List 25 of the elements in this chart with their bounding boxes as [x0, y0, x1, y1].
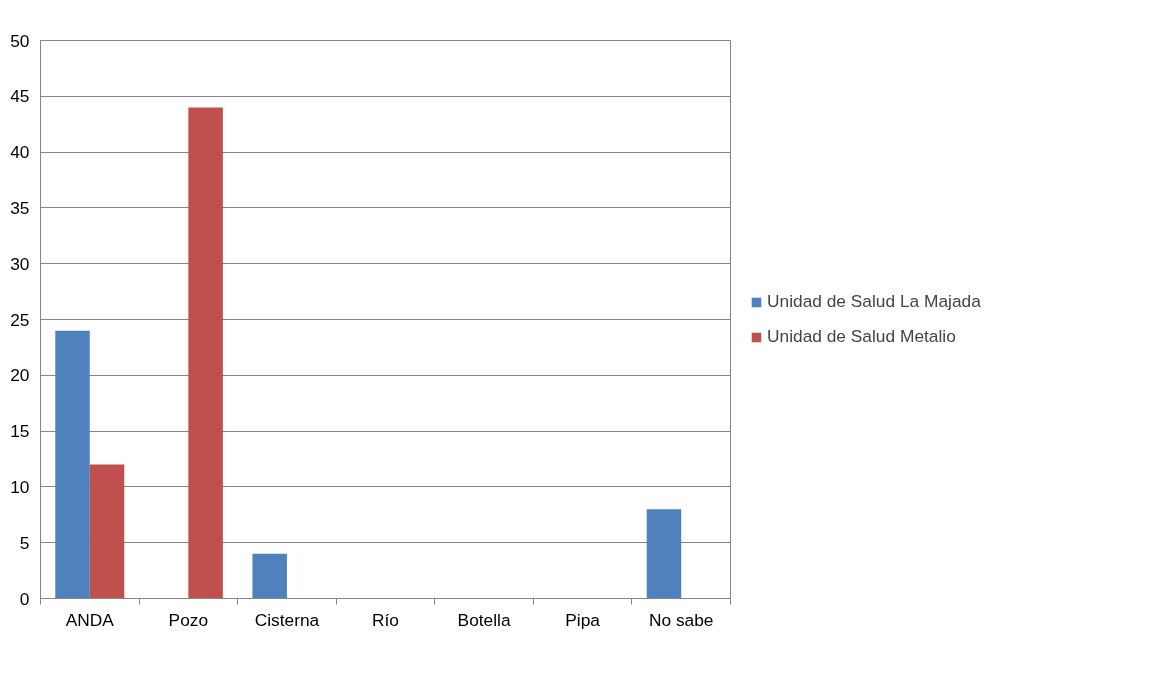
bar	[188, 107, 223, 599]
y-tick-label: 50	[10, 30, 30, 51]
x-tick-label: Pozo	[168, 609, 209, 630]
x-tick-label: Río	[372, 609, 399, 630]
y-tick-label: 0	[19, 588, 30, 609]
y-tick-label: 35	[10, 197, 30, 218]
x-tick-label: No sabe	[648, 609, 714, 630]
y-tick-label: 15	[10, 421, 30, 442]
bar	[252, 553, 287, 599]
x-tick-label: ANDA	[65, 609, 115, 630]
bar	[55, 330, 90, 599]
y-tick-label: 5	[19, 532, 30, 553]
bar	[89, 464, 125, 599]
legend-label: Unidad de Salud Metalio	[767, 326, 956, 347]
y-tick-label: 10	[10, 476, 30, 497]
y-tick-label: 20	[10, 365, 30, 386]
y-tick-label: 45	[10, 86, 30, 107]
legend-label: Unidad de Salud La Majada	[767, 291, 981, 312]
x-tick-label: Pipa	[565, 609, 601, 630]
x-tick-label: Cisterna	[254, 609, 320, 630]
y-tick-label: 30	[10, 253, 30, 274]
bar	[646, 509, 682, 599]
y-tick-label: 40	[10, 142, 30, 163]
y-tick-label: 25	[10, 309, 30, 330]
x-tick-label: Botella	[457, 609, 511, 630]
